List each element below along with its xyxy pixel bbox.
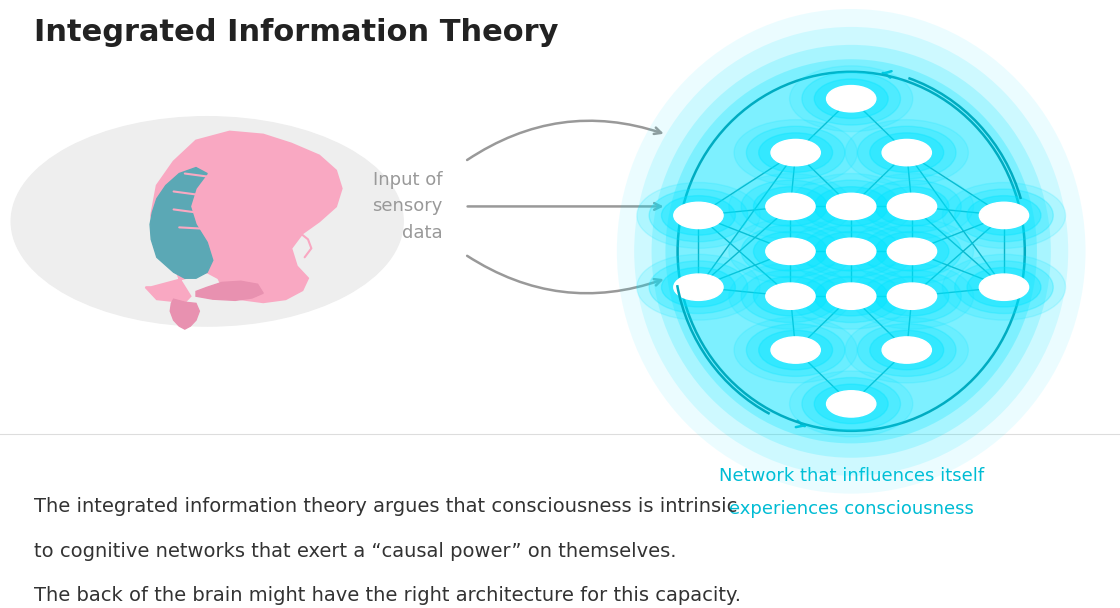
Circle shape bbox=[802, 180, 900, 233]
Circle shape bbox=[850, 263, 973, 329]
Circle shape bbox=[674, 202, 724, 229]
Circle shape bbox=[967, 268, 1040, 307]
Circle shape bbox=[741, 180, 840, 233]
Circle shape bbox=[650, 189, 748, 242]
Circle shape bbox=[887, 283, 936, 309]
Polygon shape bbox=[170, 299, 199, 329]
Polygon shape bbox=[196, 282, 263, 300]
Circle shape bbox=[979, 274, 1028, 300]
Circle shape bbox=[11, 117, 403, 326]
Circle shape bbox=[979, 202, 1028, 229]
Polygon shape bbox=[146, 132, 342, 302]
Circle shape bbox=[814, 277, 888, 316]
Circle shape bbox=[802, 225, 900, 278]
Polygon shape bbox=[150, 168, 213, 278]
Circle shape bbox=[790, 66, 913, 132]
Circle shape bbox=[729, 263, 852, 329]
Circle shape bbox=[729, 218, 852, 284]
Circle shape bbox=[870, 330, 944, 370]
Circle shape bbox=[650, 261, 748, 314]
Circle shape bbox=[814, 384, 888, 424]
Text: to cognitive networks that exert a “causal power” on themselves.: to cognitive networks that exert a “caus… bbox=[34, 542, 676, 561]
Circle shape bbox=[771, 337, 820, 363]
Circle shape bbox=[827, 193, 876, 219]
Circle shape bbox=[954, 189, 1053, 242]
Circle shape bbox=[766, 193, 815, 219]
Circle shape bbox=[814, 232, 888, 271]
Circle shape bbox=[814, 187, 888, 226]
Ellipse shape bbox=[652, 45, 1051, 458]
Circle shape bbox=[771, 139, 820, 166]
Circle shape bbox=[637, 254, 760, 320]
Text: Input of
sensory
data: Input of sensory data bbox=[372, 171, 442, 242]
Circle shape bbox=[754, 187, 828, 226]
Text: Network that influences itself: Network that influences itself bbox=[719, 467, 983, 485]
Circle shape bbox=[662, 268, 736, 307]
Circle shape bbox=[850, 218, 973, 284]
Circle shape bbox=[862, 180, 961, 233]
Circle shape bbox=[754, 232, 828, 271]
Circle shape bbox=[766, 283, 815, 309]
Circle shape bbox=[754, 277, 828, 316]
Circle shape bbox=[862, 270, 961, 322]
Circle shape bbox=[741, 270, 840, 322]
Ellipse shape bbox=[665, 59, 1037, 443]
Circle shape bbox=[790, 173, 913, 240]
Circle shape bbox=[637, 182, 760, 248]
Circle shape bbox=[846, 120, 969, 185]
Circle shape bbox=[674, 274, 724, 300]
Circle shape bbox=[954, 261, 1053, 314]
Circle shape bbox=[846, 317, 969, 383]
Circle shape bbox=[662, 196, 736, 235]
Circle shape bbox=[814, 79, 888, 119]
Circle shape bbox=[827, 283, 876, 309]
Circle shape bbox=[858, 126, 956, 179]
Circle shape bbox=[858, 323, 956, 376]
Circle shape bbox=[862, 225, 961, 278]
Circle shape bbox=[766, 238, 815, 264]
Circle shape bbox=[741, 225, 840, 278]
Circle shape bbox=[887, 193, 936, 219]
Circle shape bbox=[790, 263, 913, 329]
Circle shape bbox=[875, 277, 949, 316]
Circle shape bbox=[967, 196, 1040, 235]
Ellipse shape bbox=[617, 9, 1085, 494]
Circle shape bbox=[875, 232, 949, 271]
Circle shape bbox=[875, 187, 949, 226]
Ellipse shape bbox=[634, 27, 1068, 475]
Circle shape bbox=[790, 218, 913, 284]
Circle shape bbox=[883, 139, 932, 166]
Circle shape bbox=[942, 254, 1065, 320]
Circle shape bbox=[734, 317, 857, 383]
Circle shape bbox=[802, 270, 900, 322]
Text: The integrated information theory argues that consciousness is intrinsic: The integrated information theory argues… bbox=[34, 497, 737, 516]
Text: experiences consciousness: experiences consciousness bbox=[729, 500, 973, 517]
Circle shape bbox=[870, 133, 944, 172]
Circle shape bbox=[734, 120, 857, 185]
Circle shape bbox=[802, 378, 900, 430]
Circle shape bbox=[758, 330, 832, 370]
Circle shape bbox=[942, 182, 1065, 248]
Circle shape bbox=[887, 238, 936, 264]
Circle shape bbox=[850, 173, 973, 240]
Circle shape bbox=[729, 173, 852, 240]
Text: The back of the brain might have the right architecture for this capacity.: The back of the brain might have the rig… bbox=[34, 586, 740, 606]
Circle shape bbox=[802, 72, 900, 125]
Circle shape bbox=[827, 238, 876, 264]
Text: Integrated Information Theory: Integrated Information Theory bbox=[34, 18, 558, 47]
Circle shape bbox=[758, 133, 832, 172]
Circle shape bbox=[827, 391, 876, 417]
Circle shape bbox=[883, 337, 932, 363]
Circle shape bbox=[746, 323, 844, 376]
Circle shape bbox=[827, 86, 876, 112]
Circle shape bbox=[790, 371, 913, 437]
Circle shape bbox=[746, 126, 844, 179]
